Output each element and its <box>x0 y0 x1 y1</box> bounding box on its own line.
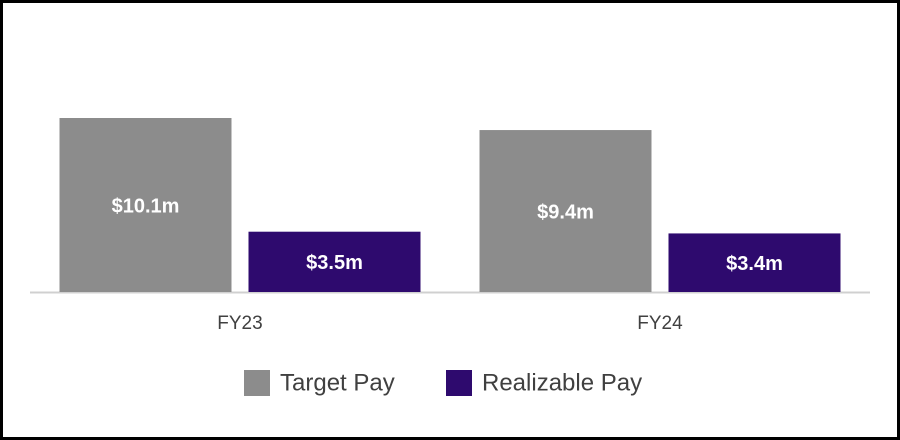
x-tick-label: FY23 <box>217 313 262 334</box>
bar <box>248 231 421 292</box>
value-label: $9.4m <box>537 201 594 223</box>
legend-swatch <box>244 370 270 396</box>
bar <box>59 118 232 292</box>
x-tick-label: FY24 <box>637 313 683 334</box>
legend-label: Target Pay <box>280 369 395 396</box>
legend-swatch <box>446 370 472 396</box>
value-label: $3.4m <box>726 253 783 275</box>
value-label: $3.5m <box>306 252 363 274</box>
legend-label: Realizable Pay <box>482 369 642 396</box>
bar <box>668 233 841 292</box>
value-label: $10.1m <box>112 195 180 217</box>
bar <box>479 130 652 292</box>
